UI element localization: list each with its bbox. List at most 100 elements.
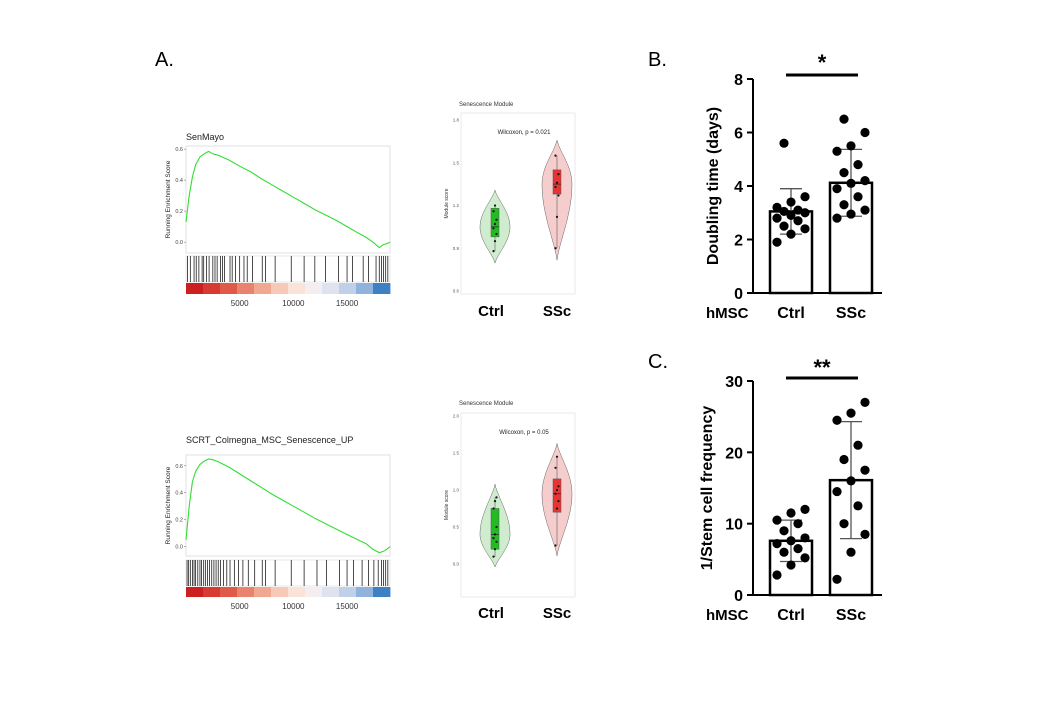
y-tick-label: 1.2 [453, 203, 460, 208]
violin-senescence-chart-2: Senescence Module Module score 0.0 0.5 1.0 1.… [444, 401, 576, 622]
rank-color-segment [186, 283, 204, 294]
data-point [832, 415, 842, 425]
data-point [839, 114, 849, 124]
data-point [853, 501, 863, 511]
data-point [493, 204, 497, 207]
data-point [554, 247, 557, 250]
y-tick-label: 0.6 [453, 289, 460, 294]
data-point [800, 224, 810, 234]
data-point [779, 547, 789, 557]
data-point [860, 127, 870, 138]
rank-color-segment [237, 283, 255, 294]
y-tick-label: 0.2 [175, 209, 183, 215]
data-point [793, 216, 803, 226]
rank-color-segment [356, 587, 374, 597]
data-point [554, 185, 557, 189]
y-tick-label: 10 [725, 517, 743, 534]
data-point [786, 229, 796, 239]
rank-color-segment [305, 587, 323, 597]
data-point [495, 232, 498, 236]
data-point [839, 454, 849, 465]
data-point [555, 488, 559, 492]
rank-color-segment [203, 283, 221, 294]
gsea-scrt-chart: SCRT_Colmegna_MSC_Senescence_UP Running E… [165, 435, 391, 611]
data-point [772, 515, 782, 525]
data-point [554, 544, 557, 547]
hit-strip [185, 255, 391, 283]
data-point [772, 202, 782, 212]
data-point [846, 547, 856, 557]
rank-color-segment [237, 587, 255, 597]
data-point [800, 192, 810, 202]
x-tick-label: 15000 [336, 602, 359, 611]
y-axis-label: Doubling time (days) [705, 107, 722, 265]
data-point [786, 210, 796, 221]
y-tick-label: 1.5 [453, 160, 460, 165]
data-point [493, 548, 497, 551]
y-tick-label: 8 [734, 72, 743, 89]
rank-color-segment [339, 587, 357, 597]
data-point [846, 141, 856, 151]
y-axis-label: Running Enrichment Score [165, 160, 172, 238]
rank-color-segment [220, 283, 238, 294]
y-tick-label: 1.5 [453, 451, 460, 456]
data-point [793, 205, 803, 215]
y-tick-label: 0.4 [175, 178, 183, 184]
data-point [772, 570, 782, 580]
data-point [495, 540, 498, 543]
data-point [800, 533, 810, 543]
category-label: Ctrl [478, 605, 504, 622]
rank-color-segment [220, 587, 238, 597]
x-tick-label: 5000 [231, 299, 249, 308]
stem-cell-frequency-bar-chart: 0 10 20 30 1/Stem cell frequency hMSC Ctrl SSc *… [699, 355, 882, 624]
x-tick-label: 15000 [336, 299, 359, 308]
data-point [786, 560, 796, 570]
category-label: SSc [836, 305, 866, 322]
chart-title: Senescence Module [459, 401, 514, 407]
rank-color-segment [305, 283, 323, 294]
y-tick-label: 0 [734, 588, 743, 605]
y-tick-label: 0.4 [175, 491, 183, 497]
y-tick-label: 0.5 [453, 525, 460, 530]
data-point [846, 476, 856, 486]
y-axis-label: Module score [444, 188, 450, 218]
panel-label-a: A. [155, 49, 174, 71]
y-tick-label: 0.6 [175, 464, 183, 470]
rank-color-segment [186, 587, 204, 597]
data-point [557, 500, 560, 503]
gsea-senmayo-chart: SenMayo Running Enrichment Score 0.6 0.4 0.2… [165, 132, 391, 308]
data-point [779, 221, 789, 231]
y-axis-label: Running Enrichment Score [165, 466, 172, 544]
data-point [793, 519, 803, 529]
data-point [800, 208, 810, 218]
data-point [800, 504, 810, 514]
y-tick-label: 0.2 [175, 518, 183, 524]
data-point [846, 178, 856, 188]
data-point [554, 154, 557, 157]
y-tick-label: 1.0 [453, 488, 460, 493]
y-tick-label: 0.0 [453, 562, 460, 567]
data-point [493, 500, 497, 503]
hit-strip [185, 559, 391, 587]
data-point [492, 537, 495, 540]
data-point [493, 222, 497, 226]
category-label: Ctrl [777, 607, 805, 624]
enrichment-score-line [185, 458, 391, 554]
rank-color-segment [322, 283, 340, 294]
data-point [555, 181, 559, 184]
data-point [853, 192, 863, 202]
data-point [860, 529, 870, 539]
data-point [493, 533, 497, 536]
data-point [832, 574, 842, 584]
chart-title: Senescence Module [459, 102, 514, 108]
data-point [793, 544, 803, 554]
y-axis-label: Module score [444, 490, 450, 520]
category-label: SSc [543, 605, 571, 622]
data-point [832, 213, 842, 223]
data-point [492, 210, 495, 213]
data-point [839, 200, 849, 210]
x-axis-label: hMSC [706, 305, 749, 322]
data-point [554, 492, 557, 495]
enrichment-score-line [185, 150, 391, 249]
doubling-time-bar-chart: 0 2 4 6 8 Doubling time (days) hMSC Ctrl SSc * [705, 50, 882, 322]
